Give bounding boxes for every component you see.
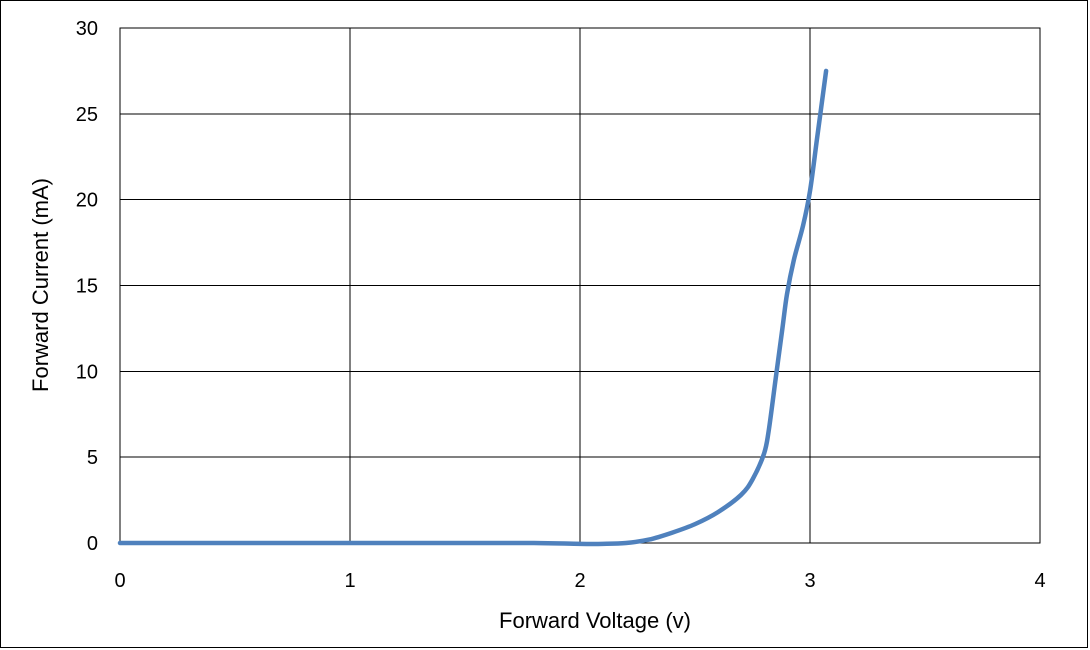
x-tick-label: 0 [114,570,125,592]
series-line [117,68,829,547]
x-axis-label: Forward Voltage (v) [499,608,691,633]
grid-lines [119,27,1041,544]
series-group [117,68,829,547]
y-tick-label: 5 [87,447,98,469]
x-axis-tick-labels: 0 1 2 3 4 [114,570,1045,592]
x-tick-label: 3 [804,570,815,592]
y-axis-label: Forward Current (mA) [28,178,53,392]
y-tick-label: 10 [76,361,98,383]
x-tick-label: 1 [344,570,355,592]
y-tick-label: 30 [76,18,98,40]
x-tick-label: 4 [1034,570,1045,592]
x-tick-label: 2 [574,570,585,592]
y-axis-tick-labels: 0 5 10 15 20 25 30 [76,18,98,555]
y-tick-label: 15 [76,276,98,298]
y-tick-label: 20 [76,190,98,212]
y-tick-label: 25 [76,104,98,126]
y-tick-label: 0 [87,533,98,555]
